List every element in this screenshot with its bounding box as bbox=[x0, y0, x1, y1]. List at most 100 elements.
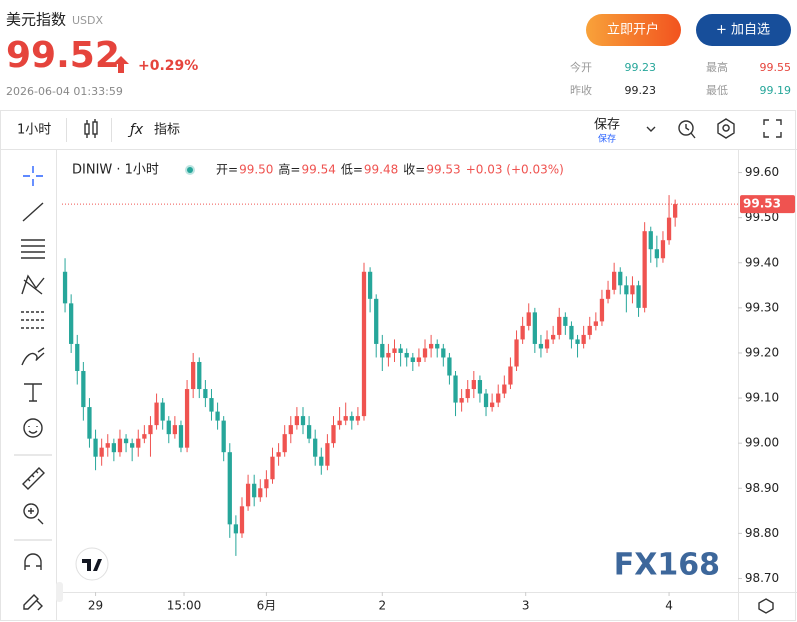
text-tool[interactable] bbox=[24, 383, 42, 402]
x-tick-label: 15:00 bbox=[167, 599, 202, 613]
candle-body bbox=[557, 316, 562, 335]
open-account-button[interactable] bbox=[586, 14, 681, 46]
legend-text: 99.48 bbox=[364, 163, 398, 177]
candle-body bbox=[319, 456, 324, 466]
candle-body bbox=[148, 425, 153, 435]
last-price-label: 99.53 bbox=[743, 197, 781, 211]
fx-icon[interactable]: ƒx bbox=[127, 122, 144, 138]
candle-body bbox=[215, 411, 220, 421]
stat-label: 最高 bbox=[706, 60, 728, 74]
candle-body bbox=[172, 425, 178, 435]
candle-body bbox=[514, 339, 519, 367]
ruler-tool[interactable] bbox=[22, 467, 45, 490]
candle-body bbox=[191, 361, 196, 390]
candle-body bbox=[642, 231, 647, 308]
save-status: 保存 bbox=[598, 133, 616, 145]
candle-body bbox=[288, 425, 293, 435]
lock-tool[interactable] bbox=[23, 594, 43, 611]
candle-body bbox=[435, 343, 440, 349]
axis-settings[interactable] bbox=[758, 598, 774, 614]
icon-tool[interactable] bbox=[23, 418, 43, 438]
candle-body bbox=[282, 434, 287, 453]
candle-body bbox=[569, 325, 574, 340]
up-arrow bbox=[113, 56, 129, 73]
save-button[interactable]: 保存 bbox=[594, 118, 620, 133]
candle-body bbox=[471, 380, 476, 390]
candle-body bbox=[441, 348, 446, 358]
y-tick-label: 99.30 bbox=[745, 300, 779, 314]
candle-body bbox=[325, 443, 330, 466]
candle-body bbox=[160, 402, 165, 421]
candle-body bbox=[258, 488, 263, 498]
stat-value: 99.23 bbox=[625, 84, 657, 97]
candle-body bbox=[508, 366, 513, 385]
candle-body bbox=[532, 312, 537, 344]
y-tick-label: 99.50 bbox=[745, 210, 779, 224]
x-tick-label: 29 bbox=[88, 599, 103, 613]
watchlist-button[interactable] bbox=[696, 14, 791, 46]
candle-body bbox=[252, 483, 257, 498]
x-tick-label: 3 bbox=[522, 599, 530, 613]
status-dot bbox=[187, 167, 193, 173]
candle-body bbox=[197, 361, 202, 390]
legend-text: 99.53 bbox=[426, 163, 460, 177]
candle-body bbox=[520, 325, 525, 340]
candle-body bbox=[538, 343, 544, 349]
indicators-button[interactable]: 指标 bbox=[154, 123, 180, 138]
icon-tool-face bbox=[28, 426, 38, 434]
price: 99.52 bbox=[6, 35, 120, 76]
instrument-name: 美元指数 bbox=[6, 11, 66, 29]
settings-button[interactable] bbox=[717, 118, 735, 139]
candle-body bbox=[477, 380, 483, 394]
candle-body bbox=[386, 352, 391, 358]
watchlist-label[interactable]: + 加自选 bbox=[716, 23, 770, 38]
candle-body bbox=[154, 402, 159, 426]
candle-body bbox=[648, 231, 653, 250]
crosshair-tool[interactable] bbox=[23, 166, 43, 186]
candle-body bbox=[221, 420, 226, 453]
candle-body bbox=[428, 343, 434, 349]
candle-body bbox=[276, 452, 281, 457]
candle-body bbox=[117, 438, 123, 453]
candle-body bbox=[575, 339, 580, 344]
candle-body bbox=[496, 393, 501, 403]
candle-body bbox=[331, 425, 336, 444]
candle-body bbox=[630, 285, 635, 295]
stat-label: 今开 bbox=[570, 60, 592, 74]
y-tick-label: 98.70 bbox=[745, 571, 779, 585]
y-tick-label: 99.10 bbox=[745, 391, 779, 405]
candle-body bbox=[422, 348, 428, 358]
trend-line-tool[interactable] bbox=[22, 202, 44, 222]
zoom-tool[interactable] bbox=[23, 503, 44, 525]
open-account-label[interactable]: 立即开户 bbox=[607, 22, 659, 38]
candle-body bbox=[465, 389, 470, 399]
projection-tool[interactable] bbox=[21, 311, 45, 329]
candle-body bbox=[337, 420, 342, 426]
pattern-tool[interactable] bbox=[21, 274, 45, 295]
timestamp: 2026-06-04 01:33:59 bbox=[6, 85, 123, 98]
y-tick-label: 98.90 bbox=[745, 481, 779, 495]
candle-body bbox=[612, 271, 617, 290]
alert-button[interactable] bbox=[678, 120, 696, 139]
sidebar-toggle[interactable] bbox=[56, 582, 63, 602]
candle-body bbox=[563, 316, 568, 326]
interval-button[interactable]: 1小时 bbox=[17, 123, 51, 138]
magnet-tool[interactable] bbox=[24, 553, 42, 570]
fullscreen-button[interactable] bbox=[763, 119, 782, 138]
candle-body bbox=[380, 343, 385, 358]
brush-tool[interactable] bbox=[21, 347, 45, 366]
fib-tool[interactable] bbox=[21, 239, 45, 259]
candle-body bbox=[300, 416, 306, 426]
save-menu[interactable] bbox=[646, 126, 656, 132]
candle-body bbox=[636, 285, 641, 308]
legend-text: 99.54 bbox=[301, 163, 335, 177]
candle-body bbox=[264, 479, 269, 489]
chart-type-button[interactable] bbox=[84, 119, 98, 138]
candle-body bbox=[453, 375, 458, 403]
candle-body bbox=[355, 416, 361, 421]
legend-text: 开= bbox=[216, 163, 238, 177]
candle-body bbox=[105, 443, 110, 448]
candle-body bbox=[361, 271, 367, 417]
candle-body bbox=[447, 357, 452, 376]
